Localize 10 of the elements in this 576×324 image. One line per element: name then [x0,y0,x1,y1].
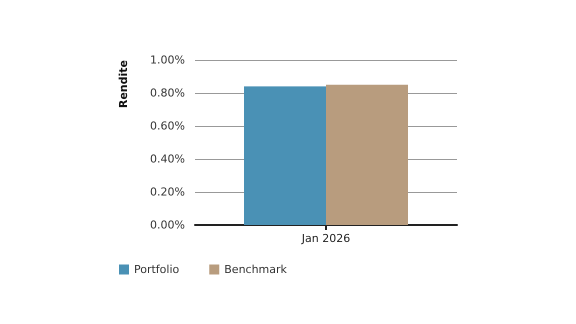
x-tick-label: Jan 2026 [300,232,350,245]
legend-label: Portfolio [134,263,180,276]
y-tick-label: 1.00% [150,54,185,66]
y-tick-label: 0.20% [150,186,185,198]
y-tick-label: 0.80% [150,86,185,100]
y-tick-label: 0.00% [150,218,185,232]
y-tick-label: 0.40% [150,152,185,166]
legend-label: Benchmark [224,263,288,276]
y-tick-label: 0.60% [150,120,185,132]
y-axis-title: Rendite [117,60,130,108]
